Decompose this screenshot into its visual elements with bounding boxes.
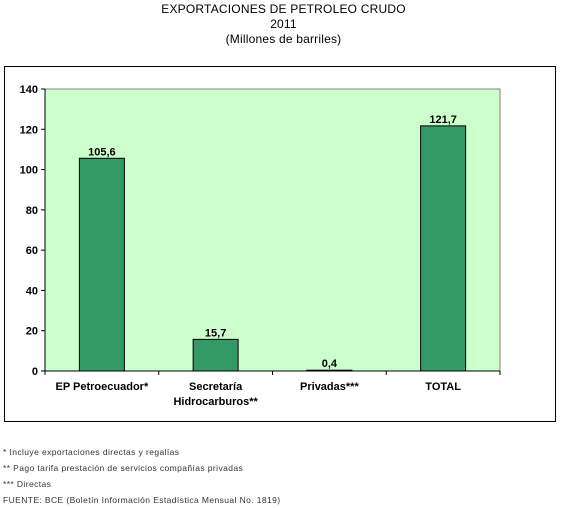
chart-year: 2011	[270, 17, 297, 31]
y-tick-label-4: 80	[26, 205, 38, 217]
data-label-2: 0,4	[322, 358, 338, 370]
y-tick-label-1: 20	[26, 326, 38, 338]
chart-area: 0 20 40 60 80 100 120 140 105,6 EP Petroecuador* 1…	[4, 66, 556, 422]
data-label-3: 121,7	[429, 114, 457, 126]
category-label-0-0: EP Petroecuador*	[56, 381, 149, 393]
category-label-1-1: Hidrocarburos**	[173, 396, 258, 408]
y-tick-label-5: 100	[20, 165, 38, 177]
footnote-1: * Incluye exportaciones directas y regal…	[3, 447, 180, 457]
y-tick-label-3: 60	[26, 245, 38, 257]
footnote-3: *** Directas	[3, 479, 52, 489]
footnote-2: ** Pago tarifa prestación de servicios c…	[3, 463, 244, 473]
y-tick-label-2: 40	[26, 285, 38, 297]
bar-2	[306, 369, 353, 372]
y-tick-label-6: 120	[20, 124, 38, 136]
bar-0	[78, 157, 125, 372]
category-label-3-0: TOTAL	[425, 381, 461, 393]
category-label-2-0: Privadas***	[300, 381, 359, 393]
category-label-1-0: Secretaría	[189, 381, 243, 393]
bar-chart: 0 20 40 60 80 100 120 140 105,6 EP Petroecuador* 1…	[20, 84, 501, 408]
y-tick-label-0: 0	[32, 366, 38, 378]
bar-1	[192, 338, 239, 372]
y-tick-label-7: 140	[20, 84, 38, 96]
chart-units: (Millones de barriles)	[225, 32, 342, 46]
footnote-source: FUENTE: BCE (Boletín Información Estadís…	[3, 495, 281, 505]
data-label-0: 105,6	[88, 146, 116, 158]
chart-title: EXPORTACIONES DE PETROLEO CRUDO	[161, 2, 406, 16]
footnotes: * Incluye exportaciones directas y regal…	[3, 444, 563, 508]
chart-title-block: EXPORTACIONES DE PETROLEO CRUDO 2011 (Mi…	[0, 2, 567, 47]
data-label-1: 15,7	[205, 327, 226, 339]
bar-3	[420, 125, 467, 372]
